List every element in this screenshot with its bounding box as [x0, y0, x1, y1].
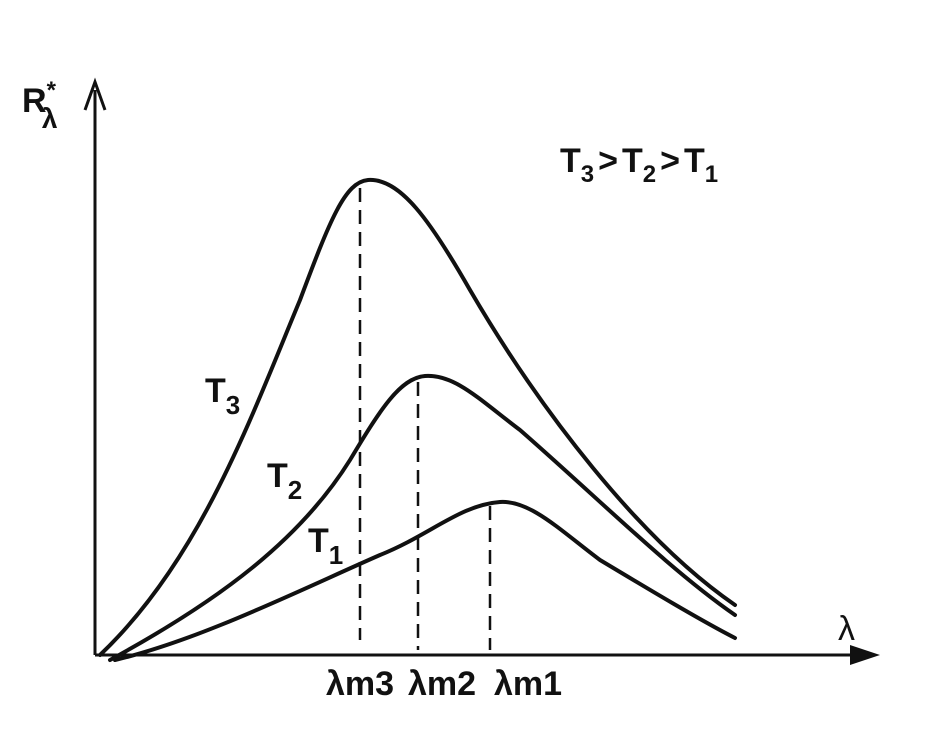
curve-t2 — [108, 373, 737, 662]
y-arrow — [83, 77, 107, 111]
curve-t3 — [98, 177, 737, 657]
curve-label: T1 — [308, 522, 343, 570]
x-axis-label: λ — [838, 610, 855, 648]
x-arrow — [850, 645, 880, 665]
relation: T3 > T2 > T1 — [560, 142, 718, 188]
curve-label: T2 — [267, 457, 302, 505]
curve-t1 — [113, 499, 737, 662]
peak-label: λm1 — [494, 665, 562, 703]
y-axis-label: R* λ — [22, 77, 58, 134]
curve-label: T3 — [205, 372, 240, 420]
peak-label: λm2 — [408, 665, 476, 703]
peak-label: λm3 — [326, 665, 394, 703]
